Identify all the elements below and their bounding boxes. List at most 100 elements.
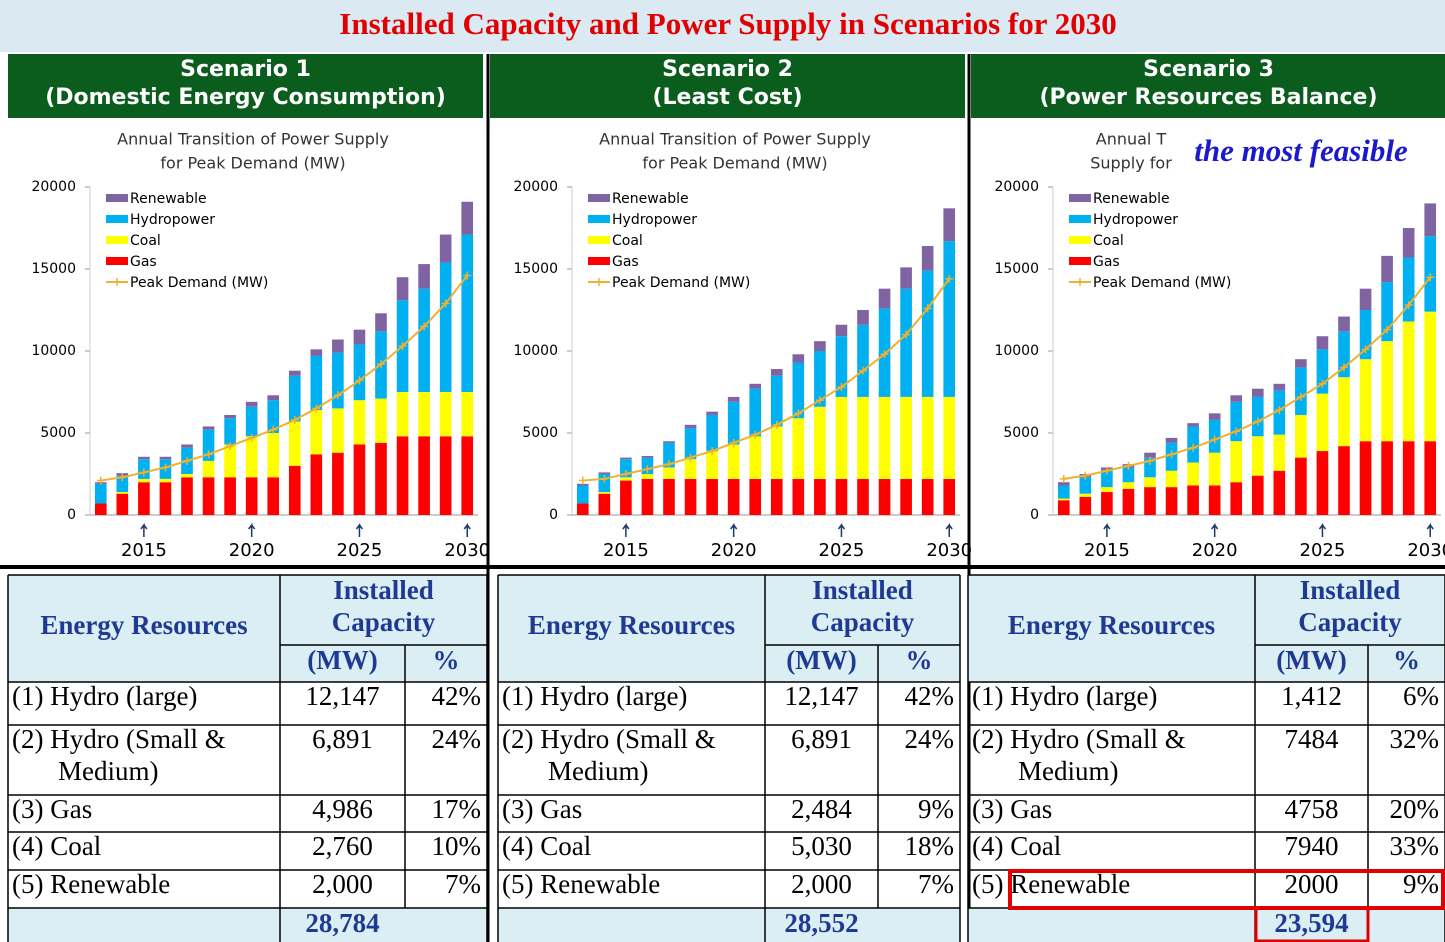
bar-segment <box>706 478 718 515</box>
annotation: the most feasible <box>1194 133 1408 168</box>
year-arrow <box>1426 522 1434 537</box>
line-marker <box>1167 450 1176 459</box>
line-marker <box>729 438 738 447</box>
bar-segment <box>353 444 366 515</box>
year-arrow <box>730 522 738 537</box>
column-header: Energy Resources <box>1008 610 1215 640</box>
bar-segment <box>663 478 675 515</box>
x-tick-label: 2030 <box>1407 540 1445 561</box>
bar-segment <box>684 428 697 460</box>
bar-segment <box>1402 257 1415 322</box>
legend-swatch <box>106 194 128 202</box>
cell-pct: 10% <box>432 831 482 861</box>
bar-segment <box>1208 413 1221 420</box>
bar-segment <box>641 474 654 479</box>
line-marker <box>355 376 364 385</box>
bar-segment <box>439 436 452 515</box>
bar-segment <box>1381 341 1393 442</box>
bar-segment <box>1273 470 1286 515</box>
chart-title: Annual Transition of Power Supply <box>117 130 389 149</box>
bar-segment <box>159 456 172 460</box>
year-arrow <box>1318 522 1327 537</box>
column-header: % <box>433 645 460 675</box>
line-marker <box>578 476 587 485</box>
line-marker <box>880 350 889 359</box>
chart-title: Annual T <box>1096 130 1167 149</box>
bar-segment <box>1144 487 1156 515</box>
x-tick-label: 2030 <box>926 540 972 561</box>
cell-mw: 12,147 <box>784 681 858 711</box>
legend-label: Renewable <box>130 191 207 207</box>
bar-segment <box>1079 493 1092 497</box>
bar-segment <box>1165 437 1178 443</box>
bar-segment <box>770 478 783 515</box>
row-label: (2) Hydro (Small & <box>502 724 716 754</box>
bar-segment <box>375 398 387 443</box>
bar-segment <box>900 288 912 397</box>
bar-segment <box>1122 482 1135 489</box>
bar-segment <box>245 406 258 437</box>
bar-segment <box>181 477 193 515</box>
x-tick-label: 2025 <box>819 540 865 561</box>
bar-segment <box>1057 500 1070 515</box>
bar-segment <box>418 392 430 437</box>
bar-segment <box>663 442 675 468</box>
bar-segment <box>684 424 697 429</box>
y-tick-label: 15000 <box>513 261 558 277</box>
bar-segment <box>792 478 805 515</box>
bar-segment <box>1338 446 1350 515</box>
bar-segment <box>202 429 215 461</box>
bar-segment <box>1424 311 1437 442</box>
bar-segment <box>181 474 193 478</box>
bar-segment <box>921 246 934 271</box>
line-marker <box>269 425 278 434</box>
column-header: Installed <box>812 575 913 605</box>
bar-segment <box>1144 457 1156 478</box>
bar-segment <box>1359 288 1372 310</box>
bar-segment <box>1359 359 1372 442</box>
line-marker <box>1296 392 1305 401</box>
year-arrow <box>140 522 148 537</box>
bar-segment <box>116 492 129 494</box>
bar-segment <box>267 477 280 515</box>
bar-segment <box>1165 487 1178 515</box>
line-marker <box>1383 325 1392 334</box>
bar-segment <box>1208 452 1221 486</box>
cell-pct: 6% <box>1403 681 1439 711</box>
x-tick-label: 2020 <box>711 540 757 561</box>
line-marker <box>1340 363 1348 372</box>
table-total-bg <box>8 908 487 942</box>
bar-segment <box>94 483 107 504</box>
bar-segment <box>1381 282 1393 342</box>
line-marker <box>420 322 429 331</box>
bar-segment <box>202 426 215 430</box>
bar-segment <box>857 396 869 479</box>
bar-segment <box>663 441 675 443</box>
line-marker <box>1404 301 1413 310</box>
bar-segment <box>288 370 301 376</box>
year-arrow <box>1103 522 1111 537</box>
row-label: (4) Coal <box>12 831 101 861</box>
bar-segment <box>878 478 891 515</box>
title-bar <box>0 0 1445 52</box>
bar-segment <box>267 395 280 401</box>
cell-pct: 24% <box>905 724 955 754</box>
bar-segment <box>576 503 589 515</box>
scenario-name: Scenario 2 <box>662 57 793 82</box>
legend-swatch <box>106 215 128 223</box>
bar-segment <box>138 482 150 515</box>
legend-swatch <box>1069 257 1091 265</box>
cell-mw: 2,484 <box>791 794 852 824</box>
line-series <box>100 274 469 482</box>
line-marker <box>600 474 609 483</box>
bar-segment <box>814 341 826 351</box>
line-marker <box>204 450 213 459</box>
y-tick-label: 5000 <box>40 425 76 441</box>
bar-segment <box>921 270 934 397</box>
row-label: (1) Hydro (large) <box>12 681 197 711</box>
bar-segment <box>1424 441 1437 515</box>
bar-segment <box>1230 395 1243 402</box>
bar-segment <box>1251 396 1264 437</box>
bar-segment <box>1230 441 1243 483</box>
x-tick-label: 2025 <box>1300 540 1346 561</box>
